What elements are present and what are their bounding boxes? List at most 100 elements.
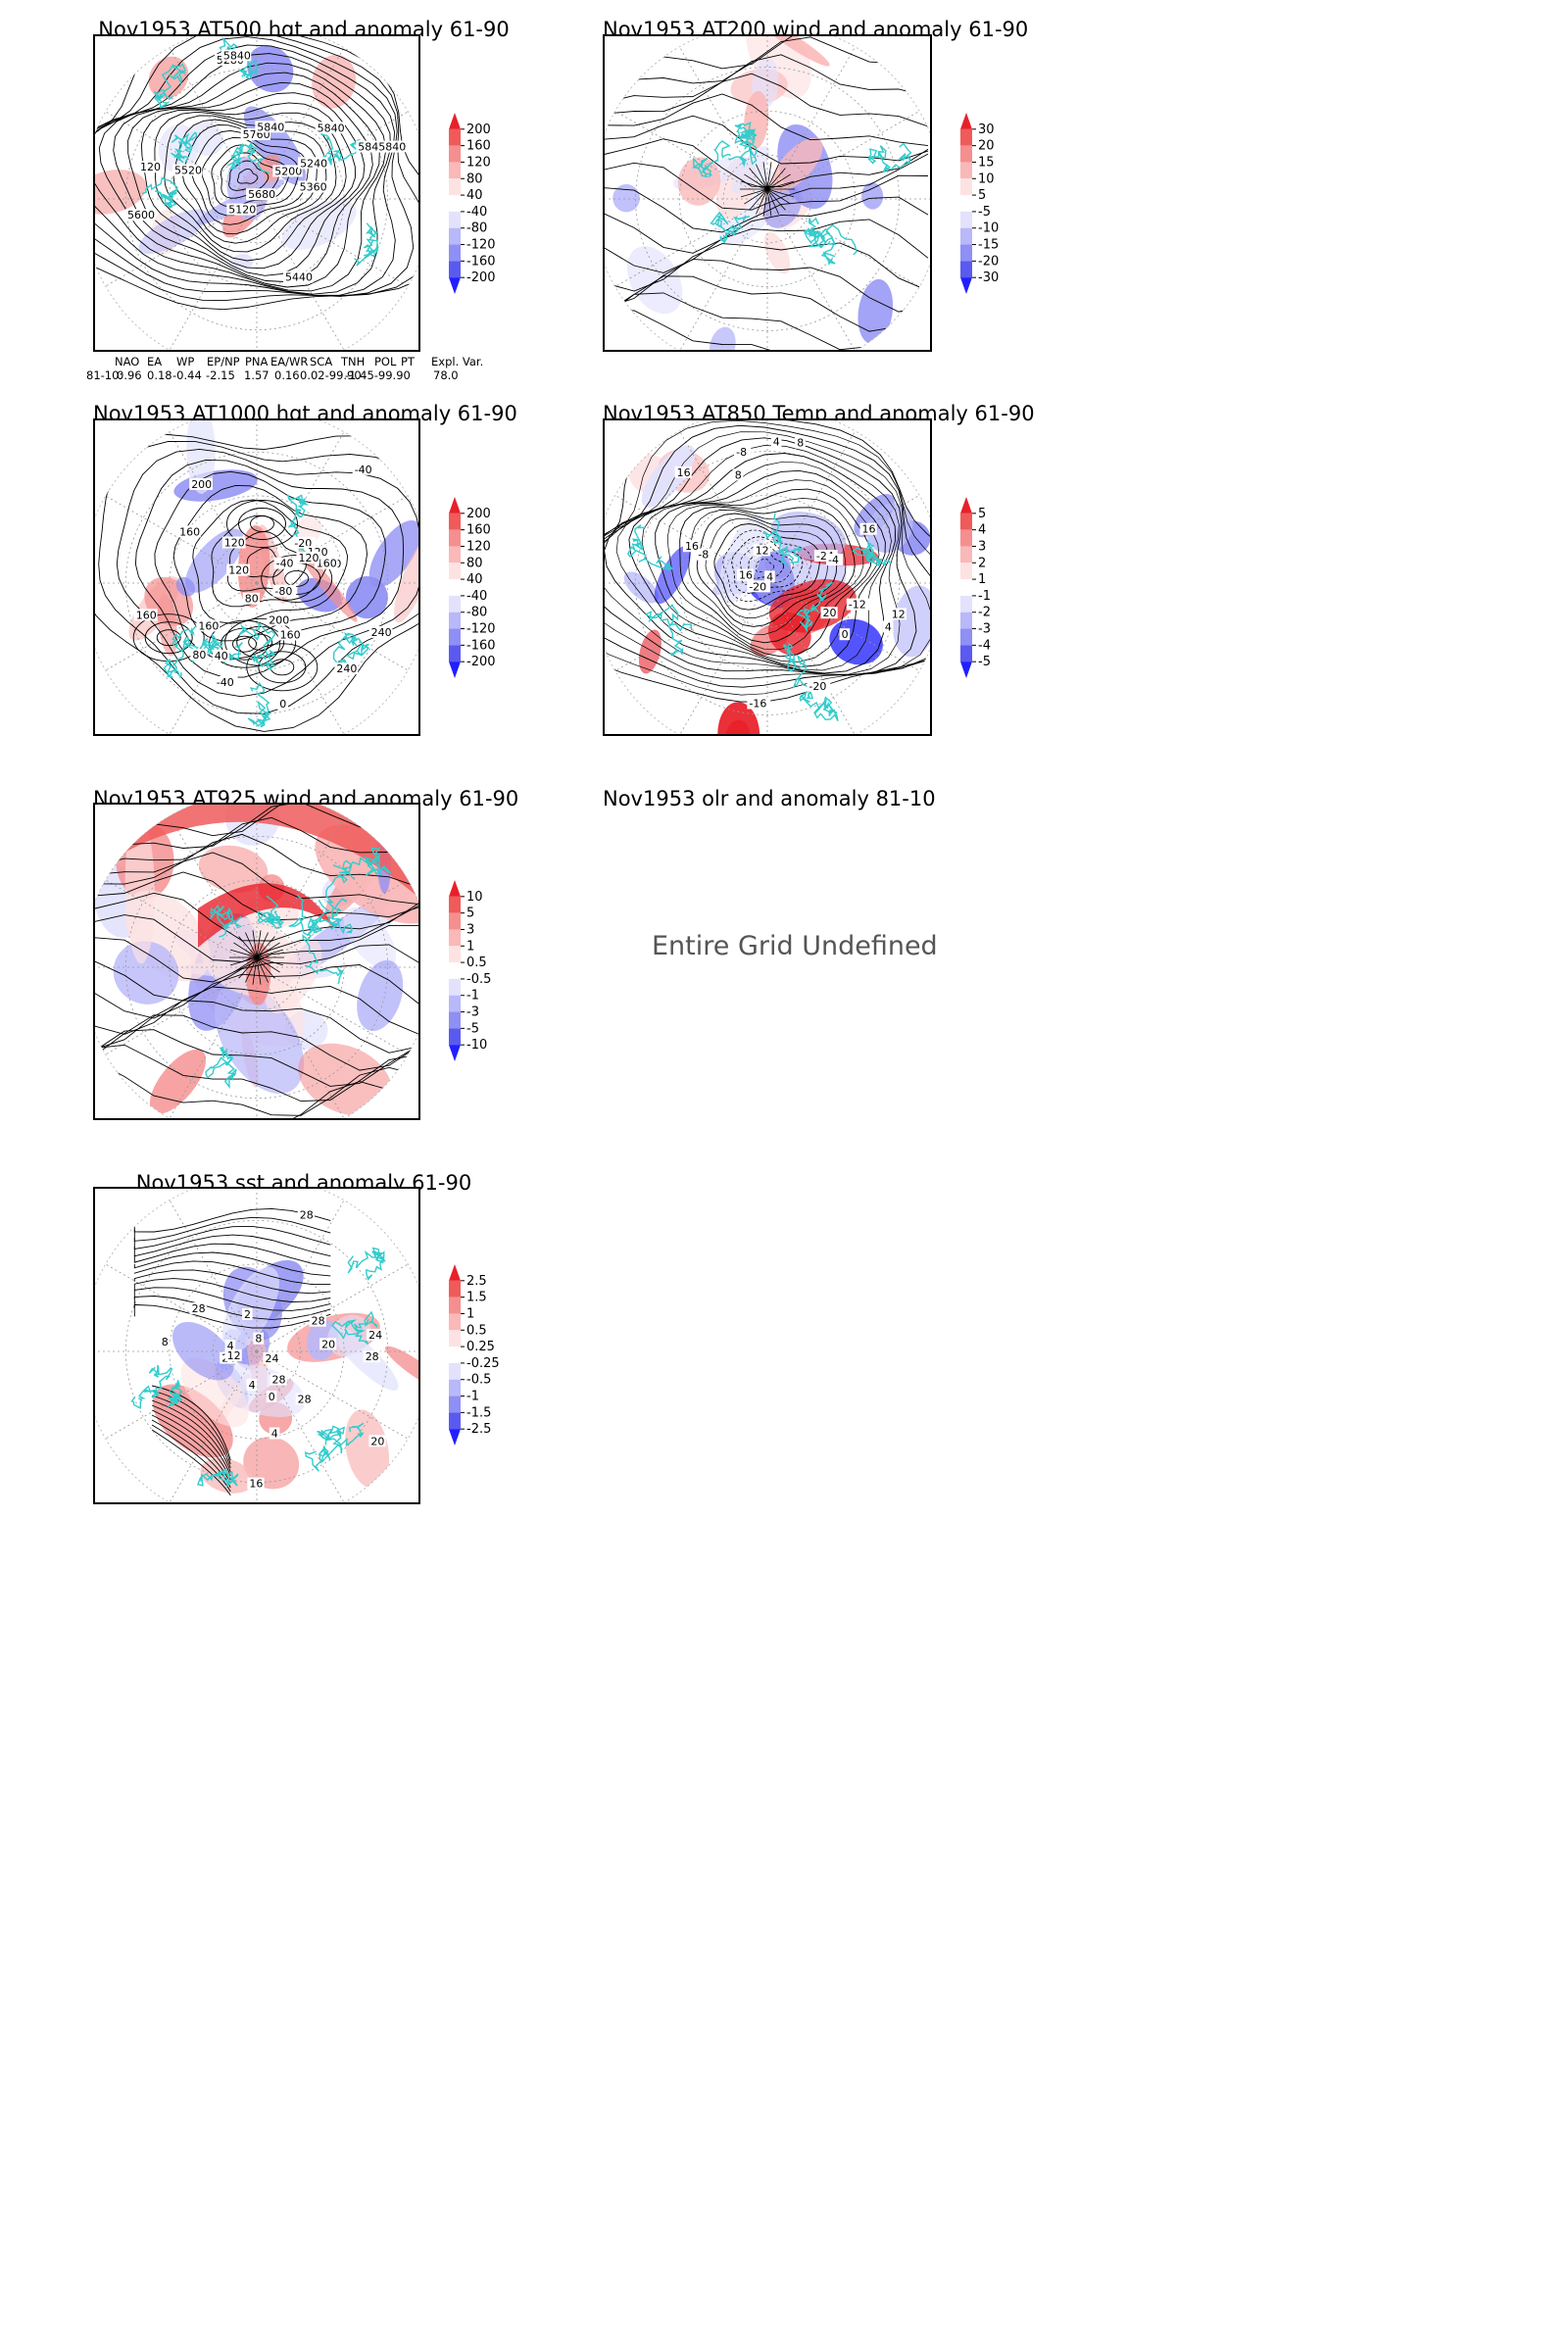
colorbar-label: 80 <box>466 172 483 186</box>
streamline <box>762 162 768 190</box>
streamline <box>766 173 791 190</box>
contour-label-background <box>263 1351 280 1364</box>
isotherm-line <box>133 1303 331 1329</box>
isotherm-line <box>151 1404 231 1477</box>
colorbar-swatch <box>449 1045 461 1061</box>
map-at1000-canvas: 80120160200-40-20-401602402408040-40-802… <box>95 420 418 734</box>
contour-label-background <box>138 161 162 173</box>
contour-label-background <box>734 446 752 459</box>
isotherm-line <box>151 1424 231 1493</box>
contour-label: 2 <box>244 1308 251 1321</box>
isotherm-line <box>133 1225 331 1250</box>
contour-line <box>192 499 349 624</box>
contour-line <box>628 469 886 667</box>
colorbar-label: 3 <box>978 539 986 554</box>
colorbar-swatch <box>449 962 461 979</box>
colorbar-label: 200 <box>466 122 491 137</box>
coastline <box>287 494 311 555</box>
streamline <box>749 188 768 211</box>
streamline <box>95 852 418 906</box>
colorbar-swatch <box>960 628 972 646</box>
contour-label: 4 <box>227 1340 234 1352</box>
contour-line <box>641 479 880 662</box>
contour-label-background <box>334 662 359 675</box>
streamline <box>744 173 768 190</box>
contour-label: 16 <box>862 523 876 536</box>
contour-label-background <box>266 1390 277 1402</box>
latitude-circle <box>124 451 389 715</box>
colorbar-label: -40 <box>466 589 487 604</box>
coastline <box>288 894 345 985</box>
contour-line <box>154 111 347 262</box>
streamline <box>229 949 258 958</box>
contour-line <box>113 81 373 282</box>
streamline <box>256 956 262 985</box>
colorbar-label: -160 <box>466 254 496 269</box>
contour-label: 5200 <box>274 165 302 177</box>
latitude-circle <box>213 155 301 243</box>
coastline <box>154 64 186 109</box>
colorbar-swatch <box>960 211 972 228</box>
colorbar-at850: 5 4 3 2 1 -1 -2 -3 -4 -5 <box>960 497 1000 678</box>
contour-label: 28 <box>192 1302 206 1315</box>
coastline <box>644 604 693 657</box>
streamline <box>605 196 929 254</box>
contour-line <box>201 137 300 217</box>
contour-line <box>191 129 309 225</box>
positive-anomaly-area <box>677 157 721 206</box>
contour-label: 20 <box>370 1435 384 1447</box>
map-at1000: 80120160200-40-20-401602402408040-40-802… <box>93 418 420 736</box>
contour-label-background <box>283 270 314 283</box>
colorbar-label: -30 <box>978 270 999 285</box>
contour-label: 0 <box>842 628 849 641</box>
colorbar-label: 80 <box>466 556 483 570</box>
isotherm-line <box>133 1269 331 1295</box>
colorbar-label: 40 <box>466 572 483 587</box>
isotherm-line <box>133 1287 331 1311</box>
colorbar-label: 5 <box>978 188 986 203</box>
contour-label: 5240 <box>300 157 327 170</box>
map-disc <box>605 420 930 734</box>
index-value: 78.0 <box>433 368 459 382</box>
contour-label-background <box>242 1308 253 1320</box>
contour-label: 160 <box>136 609 157 621</box>
negative-anomaly-area <box>641 445 696 508</box>
negative-anomaly-area <box>186 420 216 494</box>
colorbar-swatch <box>960 128 972 146</box>
colorbar-label: -5 <box>978 655 991 669</box>
contour-label: -4 <box>828 554 839 566</box>
colorbar-swatch <box>960 497 972 514</box>
contour-label: 5840 <box>318 122 345 134</box>
contour-line <box>605 453 897 674</box>
colorbar-label: -2 <box>978 606 991 620</box>
index-value: 0.02-99.90 <box>300 368 362 382</box>
streamline <box>256 956 280 973</box>
contour-label-background <box>190 648 208 661</box>
colorbar-label: -40 <box>466 205 487 220</box>
contour-label: 120 <box>299 552 319 564</box>
contour-label: 24 <box>266 1352 279 1365</box>
map-at200-canvas <box>605 36 930 350</box>
coastline <box>867 143 912 173</box>
colorbar-label: 1 <box>466 1306 474 1321</box>
isotherm-line <box>151 1399 231 1473</box>
coastline <box>205 1046 237 1090</box>
colorbar-swatch <box>449 497 461 514</box>
positive-anomaly-area <box>394 537 418 623</box>
streamline <box>256 956 269 983</box>
coastline <box>141 176 178 209</box>
colorbar-label: 0.5 <box>466 1323 487 1338</box>
positive-anomaly-area <box>180 1357 249 1428</box>
colorbar-swatch <box>960 579 972 596</box>
colorbar-swatch <box>960 277 972 294</box>
negative-anomaly-area <box>343 906 397 969</box>
colorbar-swatch <box>449 1264 461 1281</box>
isotherm-line <box>133 1234 331 1257</box>
streamline <box>256 930 262 958</box>
contour-label-background <box>296 551 320 564</box>
coastline <box>796 581 833 632</box>
contour-label: 200 <box>191 478 212 491</box>
contour-label: 5840 <box>257 121 284 133</box>
contour-label: 160 <box>317 557 337 569</box>
colorbar-swatch <box>449 612 461 629</box>
